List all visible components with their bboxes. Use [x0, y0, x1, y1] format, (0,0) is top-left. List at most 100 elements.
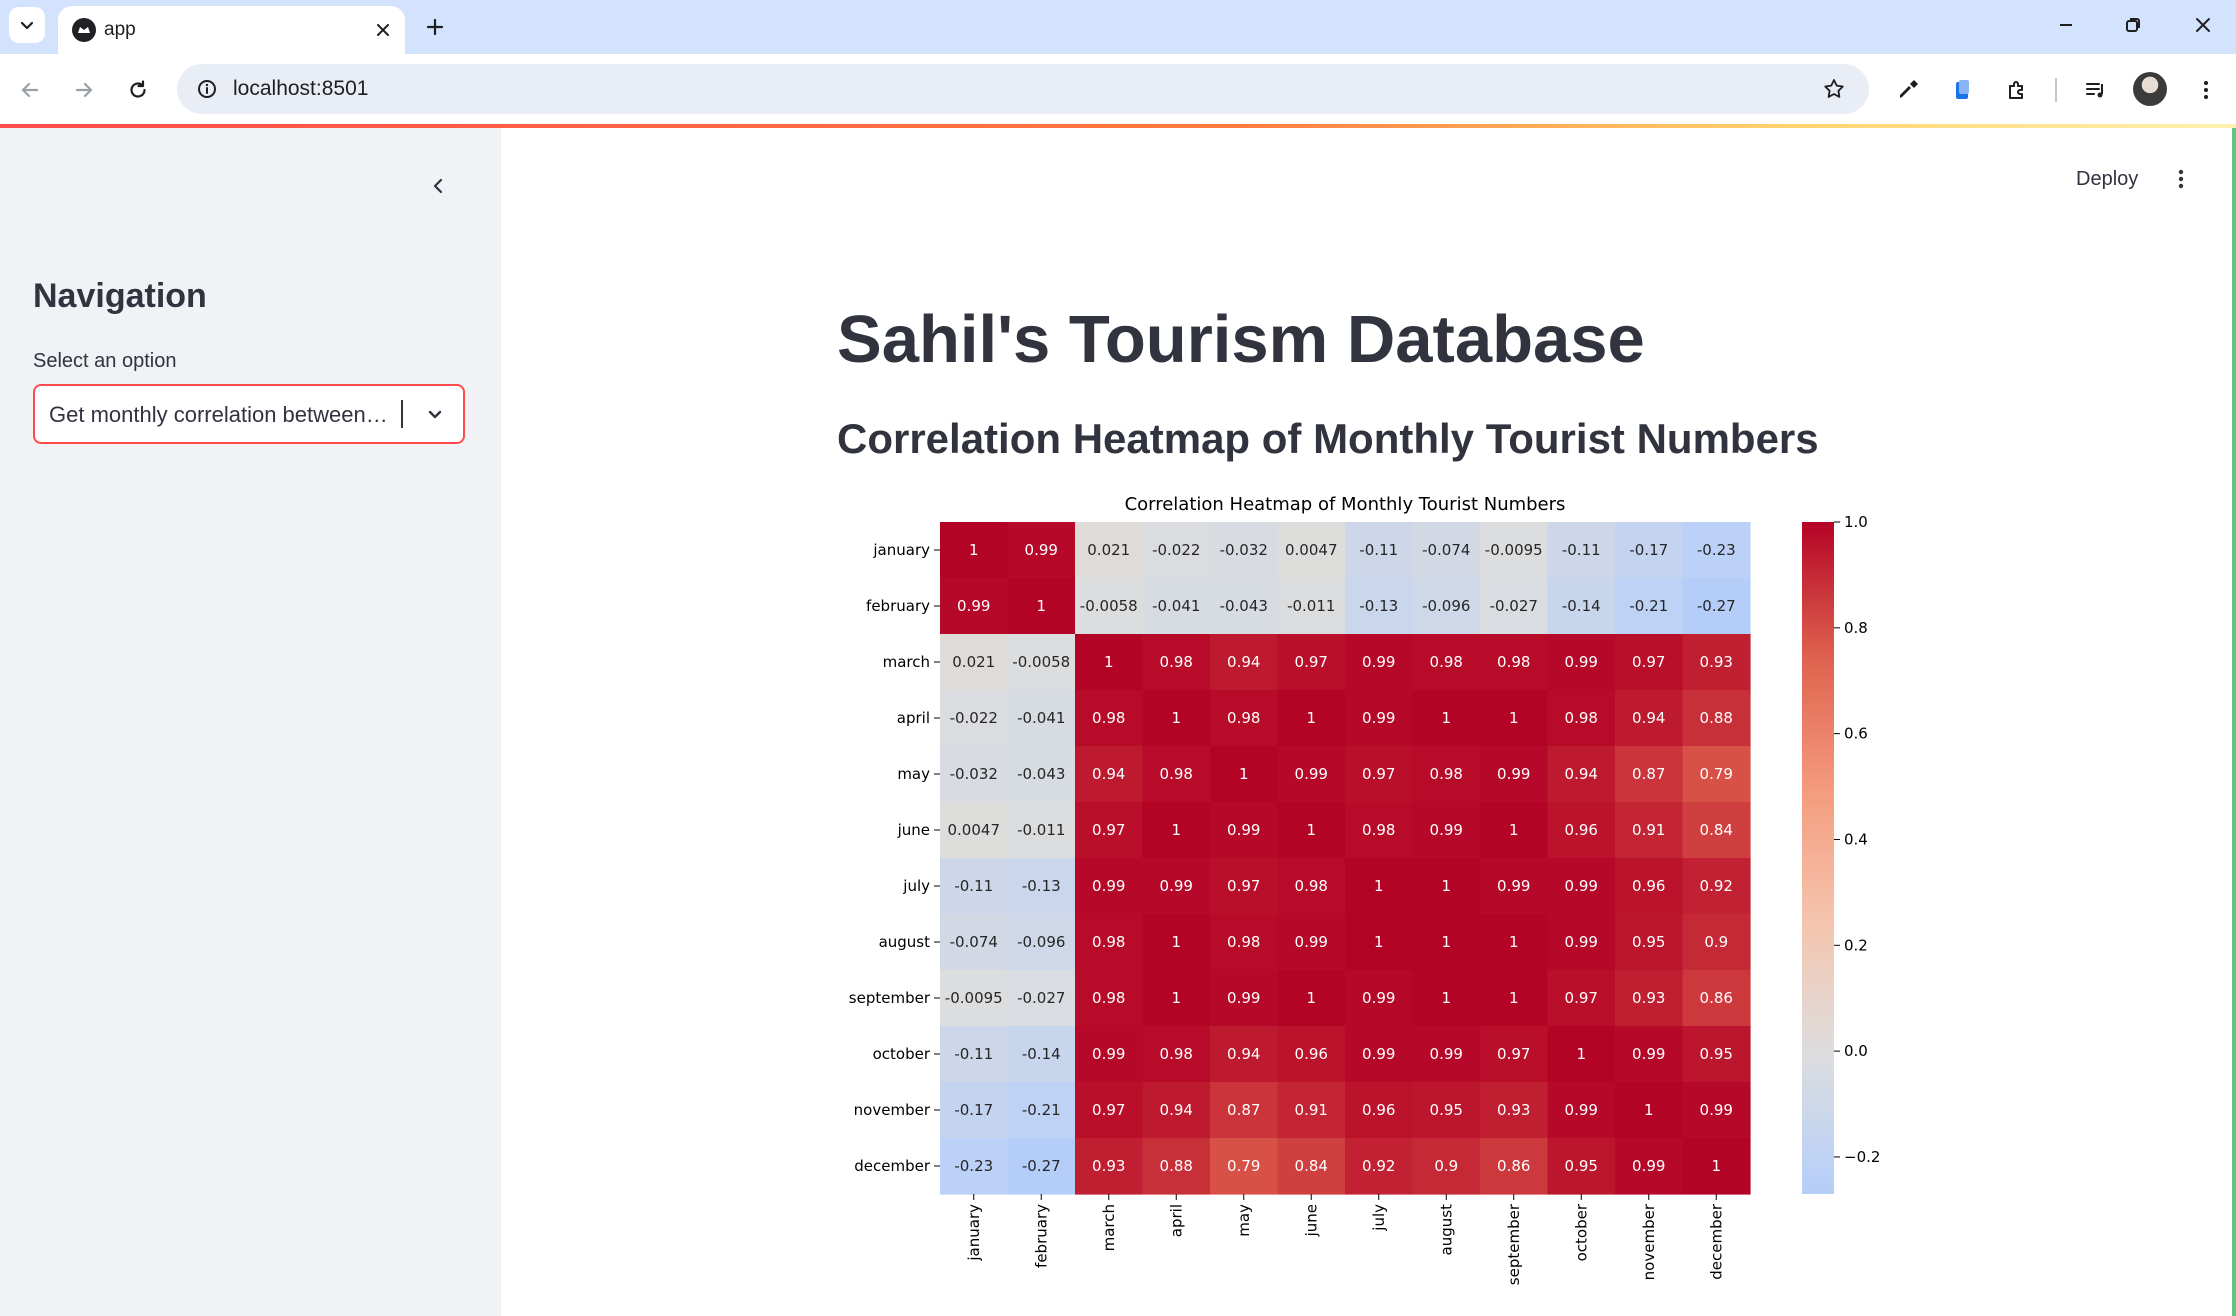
y-tick-label: october — [873, 1045, 931, 1063]
heatmap-cell — [1142, 802, 1211, 859]
heatmap-cell — [1412, 970, 1481, 1027]
y-tick-label: may — [897, 765, 930, 783]
cell-value-label: 0.97 — [1295, 653, 1328, 671]
cell-value-label: 0.79 — [1700, 765, 1733, 783]
heatmap-cell — [1007, 802, 1076, 859]
heatmap-cell — [1210, 578, 1279, 635]
cell-value-label: 0.93 — [1092, 1157, 1125, 1175]
tab-title: app — [104, 19, 136, 40]
cell-value-label: -0.074 — [1422, 541, 1470, 559]
heatmap-cell — [940, 578, 1009, 635]
heatmap-cell — [1210, 858, 1279, 915]
heatmap-cell — [1007, 858, 1076, 915]
heatmap-cell — [1277, 914, 1346, 971]
cell-value-label: 1 — [1441, 989, 1451, 1007]
y-tick-label: december — [854, 1157, 931, 1175]
chevron-down-icon — [20, 21, 34, 30]
forward-arrow-icon[interactable] — [64, 70, 104, 110]
option-selectbox[interactable]: Get monthly correlation between months — [33, 384, 465, 444]
restore-icon[interactable] — [2113, 8, 2153, 42]
cell-value-label: 0.99 — [1227, 821, 1260, 839]
heatmap-cell — [1007, 578, 1076, 635]
cell-value-label: 0.97 — [1362, 765, 1395, 783]
cell-value-label: -0.11 — [954, 877, 993, 895]
heatmap-cell — [1547, 1082, 1616, 1139]
new-tab-icon[interactable] — [418, 10, 452, 44]
reload-icon[interactable] — [118, 70, 158, 110]
cell-value-label: 0.91 — [1295, 1101, 1328, 1119]
cell-value-label: 1 — [1306, 709, 1316, 727]
colorbar — [1802, 522, 1834, 1194]
heatmap-cell — [1480, 1026, 1549, 1083]
heatmap-cell — [1345, 802, 1414, 859]
cell-value-label: 1 — [1576, 1045, 1586, 1063]
heatmap-cell — [1210, 634, 1279, 691]
cell-value-label: 1 — [1239, 765, 1249, 783]
cell-value-label: -0.0095 — [945, 989, 1003, 1007]
colorbar-tick-label: −0.2 — [1844, 1148, 1880, 1166]
cell-value-label: 1 — [1171, 821, 1181, 839]
cell-value-label: -0.032 — [1220, 541, 1268, 559]
cell-value-label: 0.98 — [1092, 989, 1125, 1007]
heatmap-cell — [1480, 522, 1549, 579]
heatmap-cell — [940, 746, 1009, 803]
extensions-puzzle-icon[interactable] — [1997, 70, 2037, 110]
app-header-decoration — [0, 124, 2236, 128]
browser-tab[interactable]: app — [58, 6, 405, 54]
heatmap-cell — [1075, 1138, 1144, 1195]
cell-value-label: 1 — [1036, 597, 1046, 615]
heatmap-cell — [1345, 522, 1414, 579]
heatmap-cell — [1615, 914, 1684, 971]
cell-value-label: 0.94 — [1227, 653, 1260, 671]
heatmap-cell — [940, 1026, 1009, 1083]
heatmap-cell — [1210, 1082, 1279, 1139]
browser-menu-icon[interactable] — [2186, 70, 2226, 110]
cell-value-label: -0.0058 — [1012, 653, 1070, 671]
heatmap-cell — [1480, 578, 1549, 635]
heatmap-cell — [1480, 1082, 1549, 1139]
heatmap-cell — [1007, 746, 1076, 803]
cell-value-label: -0.23 — [1697, 541, 1736, 559]
cell-value-label: -0.043 — [1017, 765, 1065, 783]
address-bar[interactable]: localhost:8501 — [177, 64, 1869, 114]
media-queue-icon[interactable] — [2076, 70, 2116, 110]
heatmap-cell — [1007, 970, 1076, 1027]
eyedropper-extension-icon[interactable] — [1888, 70, 1928, 110]
profile-avatar[interactable] — [2133, 72, 2167, 106]
heatmap-cell — [1075, 522, 1144, 579]
cell-value-label: 0.99 — [1565, 653, 1598, 671]
heatmap-cell — [940, 970, 1009, 1027]
heatmap-cell — [1682, 802, 1751, 859]
heatmap-cell — [940, 634, 1009, 691]
cell-value-label: 1 — [1171, 989, 1181, 1007]
clipboard-extension-icon[interactable] — [1943, 70, 1983, 110]
page-title: Sahil's Tourism Database — [837, 302, 1645, 377]
select-label: Select an option — [33, 350, 177, 372]
heatmap-cell — [1615, 1082, 1684, 1139]
close-tab-icon[interactable] — [369, 16, 397, 44]
close-window-icon[interactable] — [2183, 8, 2223, 42]
cell-value-label: -0.14 — [1022, 1045, 1061, 1063]
cell-value-label: 1 — [1171, 709, 1181, 727]
deploy-button[interactable]: Deploy — [2076, 168, 2139, 190]
heatmap-cell — [1682, 1082, 1751, 1139]
site-info-icon[interactable] — [191, 73, 223, 105]
back-arrow-icon[interactable] — [10, 70, 50, 110]
url-text[interactable]: localhost:8501 — [233, 77, 369, 100]
main-menu-icon[interactable] — [2162, 160, 2200, 198]
heatmap-cell — [1682, 1026, 1751, 1083]
chevron-down-icon[interactable] — [419, 398, 451, 430]
select-value[interactable]: Get monthly correlation between months — [49, 402, 391, 427]
minimize-icon[interactable] — [2046, 8, 2086, 42]
collapse-sidebar-icon[interactable] — [420, 168, 456, 204]
cell-value-label: -0.17 — [954, 1101, 993, 1119]
tab-search-button[interactable] — [9, 7, 45, 43]
heatmap-cell — [1547, 522, 1616, 579]
cell-value-label: 1 — [1509, 989, 1519, 1007]
x-tick-label: july — [1370, 1204, 1388, 1232]
heatmap-cell — [1142, 914, 1211, 971]
cell-value-label: 0.96 — [1565, 821, 1598, 839]
cell-value-label: 0.87 — [1632, 765, 1665, 783]
bookmark-star-icon[interactable] — [1819, 74, 1849, 104]
cell-value-label: 0.99 — [1700, 1101, 1733, 1119]
